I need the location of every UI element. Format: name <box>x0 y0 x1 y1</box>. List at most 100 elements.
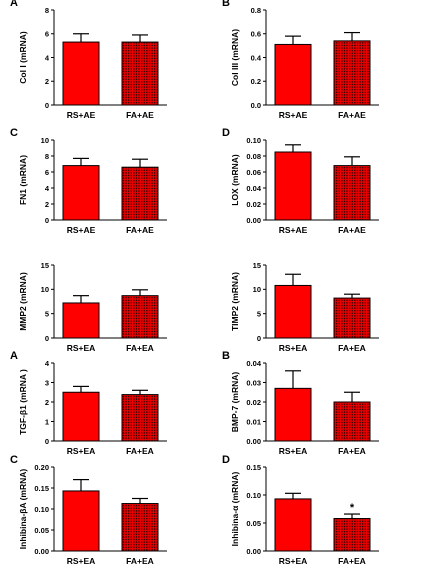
y-axis-label: Inhibina-βA (mRNA) <box>18 469 28 550</box>
y-tick-label: 0.05 <box>34 526 49 535</box>
y-tick-label: 0.04 <box>246 184 261 193</box>
y-tick-label: 4 <box>45 53 50 62</box>
panel-letter: C <box>10 127 18 139</box>
bar-rs <box>62 41 100 106</box>
y-axis-label: MMP2 (mRNA) <box>18 272 28 331</box>
bar-rs <box>274 387 312 442</box>
y-tick-label: 5 <box>45 309 49 318</box>
chart-panel: A Col I (mRNA) 0 2 4 6 8 RS+AE FA+AE <box>10 0 167 120</box>
y-tick-label: 10 <box>41 136 49 145</box>
y-tick-label: 0.01 <box>246 417 261 426</box>
y-tick-label: 0.03 <box>246 378 261 387</box>
x-tick-label: FA+EA <box>338 556 366 566</box>
y-tick-label: 4 <box>45 359 50 368</box>
y-axis-label: Col III (mRNA) <box>230 29 240 86</box>
bar-rs <box>274 43 312 106</box>
x-tick-label: RS+EA <box>279 556 308 566</box>
y-tick-label: 0.06 <box>246 168 261 177</box>
y-axis-label: Inhibina-α (mRNA) <box>230 472 240 547</box>
chart-panel: D LOX (mRNA) 0.00 0.02 0.04 0.06 0.08 0.10 RS+AE… <box>222 127 379 235</box>
x-tick-label: RS+EA <box>279 446 308 456</box>
bar-rs <box>62 490 100 552</box>
y-tick-label: 0.00 <box>246 437 261 446</box>
y-axis-label: Col I (mRNA) <box>18 31 28 84</box>
y-tick-label: 0.00 <box>34 547 49 556</box>
x-tick-label: FA+EA <box>338 343 366 353</box>
y-tick-label: 0.04 <box>246 359 261 368</box>
y-tick-label: 0.10 <box>246 491 261 500</box>
chart-panel: MMP2 (mRNA) 0 5 10 15 RS+EA FA+EA <box>18 261 167 353</box>
y-tick-label: 0.15 <box>246 463 261 472</box>
y-tick-label: 0.10 <box>246 136 261 145</box>
y-tick-label: 6 <box>45 30 49 39</box>
y-tick-label: 0 <box>45 334 49 343</box>
y-tick-label: 2 <box>45 398 49 407</box>
x-tick-label: FA+EA <box>126 446 154 456</box>
x-tick-label: RS+AE <box>279 110 308 120</box>
bar-fa <box>121 394 159 442</box>
x-tick-label: FA+AE <box>338 225 366 235</box>
y-tick-label: 0.10 <box>34 505 49 514</box>
x-tick-label: FA+AE <box>126 110 154 120</box>
bar-fa <box>333 40 371 106</box>
y-tick-label: 0.0 <box>251 101 261 110</box>
x-tick-label: RS+AE <box>279 225 308 235</box>
y-tick-label: 0.15 <box>34 484 49 493</box>
x-tick-label: RS+EA <box>67 556 96 566</box>
y-tick-label: 0.02 <box>246 200 261 209</box>
panel-letter: C <box>10 454 18 466</box>
y-tick-label: 0.00 <box>246 216 261 225</box>
panel-letter: D <box>222 454 230 466</box>
y-axis-label: TGF-β1 (mRNA ) <box>18 369 28 435</box>
panel-letter: D <box>222 127 230 139</box>
bar-rs <box>274 284 312 339</box>
y-tick-label: 8 <box>45 152 49 161</box>
y-tick-label: 10 <box>253 285 261 294</box>
y-tick-label: 8 <box>45 6 49 15</box>
significance-marker: * <box>350 502 355 514</box>
bar-rs <box>62 165 100 221</box>
panel-letter: A <box>10 350 18 362</box>
x-tick-label: FA+EA <box>126 556 154 566</box>
bar-rs <box>274 151 312 221</box>
y-tick-label: 3 <box>45 378 49 387</box>
bar-fa <box>121 295 159 339</box>
bar-fa <box>121 503 159 552</box>
y-tick-label: 4 <box>45 184 50 193</box>
x-tick-label: RS+EA <box>67 343 96 353</box>
panel-letter: B <box>222 0 230 9</box>
y-tick-label: 0.00 <box>246 547 261 556</box>
y-tick-label: 0.05 <box>246 519 261 528</box>
y-tick-label: 0.20 <box>34 463 49 472</box>
bar-fa <box>121 166 159 221</box>
y-axis-label: LOX (mRNA) <box>230 154 240 206</box>
y-tick-label: 0.6 <box>251 30 261 39</box>
chart-panel: C FN1 (mRNA) 0 2 4 6 8 10 RS+AE FA+AE <box>10 127 167 235</box>
x-tick-label: FA+AE <box>126 225 154 235</box>
bar-fa <box>333 518 371 552</box>
x-tick-label: FA+AE <box>338 110 366 120</box>
bar-fa <box>333 165 371 221</box>
x-tick-label: RS+EA <box>279 343 308 353</box>
x-tick-label: FA+EA <box>338 446 366 456</box>
y-axis-label: BMP-7 (mRNA) <box>230 372 240 433</box>
bar-rs <box>62 391 100 442</box>
y-tick-label: 5 <box>257 309 261 318</box>
y-tick-label: 0 <box>257 334 261 343</box>
y-tick-label: 0 <box>45 101 49 110</box>
bar-fa <box>333 401 371 442</box>
y-axis-label: FN1 (mRNA) <box>18 155 28 205</box>
bar-fa <box>121 41 159 106</box>
y-tick-label: 1 <box>45 417 49 426</box>
chart-panel: B Col III (mRNA) 0.0 0.2 0.4 0.6 0.8 RS+AE FA+AE <box>222 0 379 120</box>
y-tick-label: 2 <box>45 77 49 86</box>
x-tick-label: RS+EA <box>67 446 96 456</box>
panel-letter: A <box>10 0 18 9</box>
bar-rs <box>62 302 100 339</box>
bar-fa <box>333 297 371 339</box>
